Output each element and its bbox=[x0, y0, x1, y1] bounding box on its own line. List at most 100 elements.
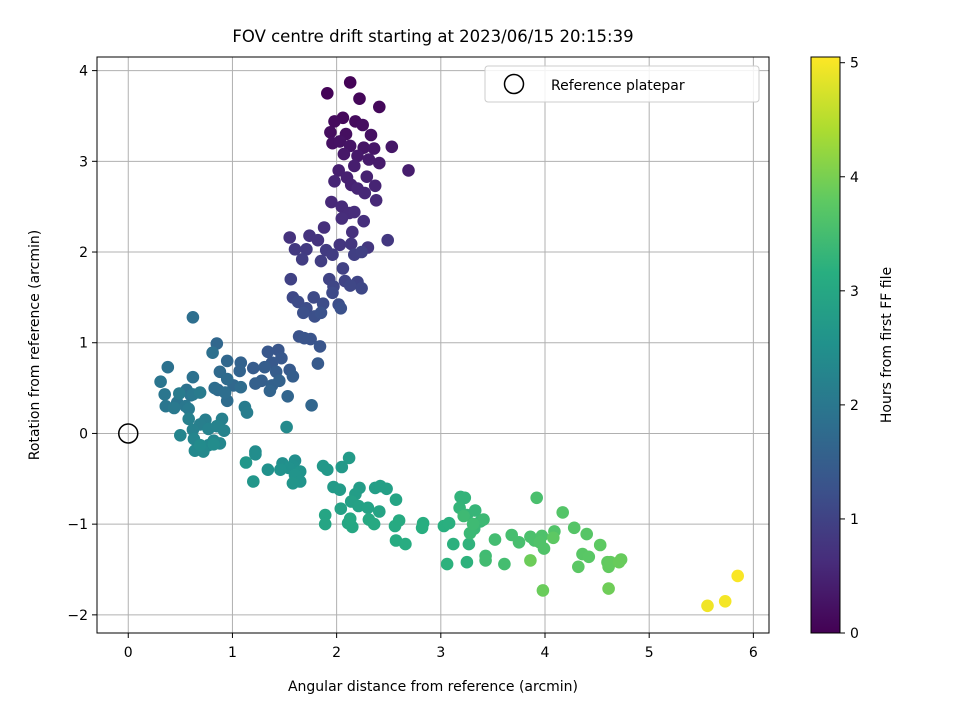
data-point bbox=[154, 375, 167, 389]
data-point bbox=[582, 550, 596, 564]
data-point bbox=[336, 262, 350, 275]
data-point bbox=[311, 357, 325, 370]
data-point bbox=[731, 569, 744, 583]
data-point bbox=[273, 374, 286, 388]
data-point bbox=[530, 491, 543, 505]
data-point bbox=[218, 386, 232, 399]
data-point bbox=[567, 521, 581, 535]
data-point bbox=[233, 364, 246, 378]
y-tick-label: 1 bbox=[79, 336, 88, 352]
plot-frame bbox=[96, 56, 770, 634]
data-point bbox=[284, 272, 298, 286]
data-point bbox=[247, 475, 260, 488]
colorbar-gradient bbox=[810, 56, 841, 634]
data-point bbox=[440, 557, 454, 571]
data-point bbox=[512, 536, 526, 549]
data-point bbox=[572, 560, 585, 574]
y-tick-label: −1 bbox=[67, 517, 88, 533]
data-point bbox=[460, 555, 474, 569]
data-point bbox=[206, 346, 219, 360]
data-point bbox=[355, 282, 368, 295]
y-tick-label: 3 bbox=[79, 154, 88, 170]
data-point bbox=[368, 179, 382, 193]
data-point bbox=[399, 537, 412, 551]
legend: Reference platepar bbox=[484, 65, 760, 103]
y-tick-label: 2 bbox=[79, 245, 88, 261]
data-point bbox=[593, 538, 607, 552]
data-point bbox=[186, 370, 200, 384]
data-point bbox=[356, 118, 370, 132]
data-point bbox=[351, 149, 364, 163]
legend-marker-icon bbox=[503, 73, 525, 95]
data-point bbox=[346, 225, 359, 239]
data-point bbox=[498, 557, 511, 571]
data-point bbox=[402, 164, 415, 177]
colorbar-ticks: 0 1 2 3 4 5 bbox=[840, 56, 859, 642]
data-point bbox=[328, 175, 341, 188]
data-point bbox=[186, 311, 200, 324]
data-point bbox=[389, 493, 403, 507]
colorbar-tick-label: 5 bbox=[850, 56, 859, 72]
data-point bbox=[234, 380, 248, 394]
data-point bbox=[298, 331, 311, 345]
data-point bbox=[261, 463, 275, 477]
data-point bbox=[348, 159, 361, 173]
data-point bbox=[367, 142, 381, 155]
data-point bbox=[468, 504, 482, 517]
data-point bbox=[361, 501, 375, 515]
data-point bbox=[314, 306, 328, 320]
data-point bbox=[283, 231, 297, 244]
data-point bbox=[442, 516, 456, 530]
data-point bbox=[381, 233, 395, 247]
x-tick-label: 4 bbox=[541, 645, 550, 661]
chart-title: FOV centre drift starting at 2023/06/15 … bbox=[232, 27, 633, 46]
colorbar-tick-label: 2 bbox=[850, 398, 859, 414]
legend-label: Reference platepar bbox=[551, 78, 685, 94]
data-point bbox=[462, 537, 476, 551]
data-point bbox=[261, 345, 275, 359]
data-point bbox=[343, 279, 357, 292]
data-point bbox=[380, 482, 393, 496]
colorbar-label: Hours from first FF file bbox=[879, 267, 895, 423]
data-point bbox=[457, 509, 471, 523]
data-point bbox=[415, 521, 429, 535]
data-point bbox=[333, 483, 347, 497]
data-point bbox=[249, 377, 262, 390]
data-point bbox=[288, 243, 302, 256]
data-point bbox=[281, 390, 295, 403]
y-tick-label: −2 bbox=[67, 608, 88, 624]
data-point bbox=[334, 302, 348, 315]
reference-platepar-marker bbox=[118, 423, 139, 444]
data-point bbox=[240, 406, 254, 419]
data-point bbox=[275, 351, 288, 365]
data-point bbox=[286, 477, 300, 490]
data-point bbox=[337, 147, 351, 161]
legend-box bbox=[484, 65, 760, 103]
data-point bbox=[369, 194, 383, 207]
data-point bbox=[612, 555, 626, 569]
x-tick-label: 3 bbox=[436, 645, 445, 661]
data-point bbox=[547, 531, 560, 545]
data-point bbox=[373, 100, 386, 114]
data-point bbox=[352, 499, 365, 513]
data-point bbox=[364, 128, 378, 142]
colorbar: 0 1 2 3 4 5 Hours from first FF file bbox=[810, 56, 895, 642]
y-axis-label: Rotation from reference (arcmin) bbox=[27, 230, 43, 460]
data-point bbox=[263, 384, 277, 398]
data-point bbox=[318, 517, 332, 531]
data-point bbox=[220, 354, 234, 368]
data-point bbox=[161, 360, 175, 374]
data-point bbox=[280, 420, 293, 434]
data-point bbox=[524, 554, 537, 567]
data-point bbox=[447, 537, 460, 551]
data-point bbox=[344, 237, 358, 251]
data-point bbox=[332, 164, 346, 177]
data-point bbox=[182, 412, 195, 426]
data-point bbox=[321, 87, 334, 100]
x-tick-label: 6 bbox=[749, 645, 758, 661]
data-point bbox=[718, 595, 732, 608]
data-point bbox=[182, 402, 195, 416]
data-point bbox=[318, 508, 332, 522]
data-point bbox=[220, 372, 234, 386]
data-point bbox=[342, 451, 356, 465]
